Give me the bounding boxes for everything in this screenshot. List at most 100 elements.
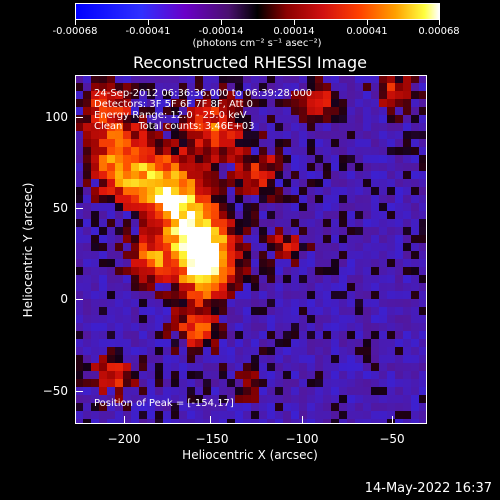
heatmap-cell <box>267 155 275 163</box>
heatmap-cell <box>419 227 427 235</box>
heatmap-cell <box>275 243 283 251</box>
heatmap-cell <box>283 147 291 155</box>
heatmap-cell <box>147 267 155 275</box>
heatmap-cell <box>307 315 315 323</box>
heatmap-cell <box>187 131 195 139</box>
heatmap-cell <box>339 371 347 379</box>
heatmap-cell <box>123 371 131 379</box>
heatmap-cell <box>235 115 243 123</box>
heatmap-cell <box>163 171 171 179</box>
heatmap-cell <box>419 195 427 203</box>
heatmap-cell <box>131 419 139 424</box>
heatmap-cell <box>139 347 147 355</box>
heatmap-cell <box>355 195 363 203</box>
heatmap-cell <box>75 259 83 267</box>
heatmap-cell <box>283 379 291 387</box>
heatmap-cell <box>203 379 211 387</box>
heatmap-cell <box>203 259 211 267</box>
heatmap-cell <box>211 131 219 139</box>
heatmap-cell <box>339 147 347 155</box>
heatmap-cell <box>419 211 427 219</box>
heatmap-cell <box>371 403 379 411</box>
heatmap-cell <box>83 155 91 163</box>
heatmap-cell <box>235 379 243 387</box>
heatmap-cell <box>379 379 387 387</box>
heatmap-cell <box>115 371 123 379</box>
heatmap-cell <box>291 211 299 219</box>
heatmap-cell <box>91 291 99 299</box>
heatmap-cell <box>179 227 187 235</box>
heatmap-cell <box>107 267 115 275</box>
heatmap-cell <box>171 323 179 331</box>
heatmap-cell <box>323 99 331 107</box>
heatmap-cell <box>259 171 267 179</box>
heatmap-cell <box>411 331 419 339</box>
heatmap-cell <box>227 291 235 299</box>
heatmap-cell <box>387 363 395 371</box>
heatmap-cell <box>147 75 155 83</box>
heatmap-cell <box>91 355 99 363</box>
heatmap-cell <box>395 363 403 371</box>
heatmap-cell <box>163 331 171 339</box>
heatmap-cell <box>371 315 379 323</box>
heatmap-cell <box>139 227 147 235</box>
heatmap-cell <box>363 371 371 379</box>
heatmap-cell <box>363 99 371 107</box>
heatmap-cell <box>419 203 427 211</box>
heatmap-cell <box>123 291 131 299</box>
heatmap-cell <box>115 211 123 219</box>
heatmap-cell <box>227 307 235 315</box>
heatmap-cell <box>179 91 187 99</box>
heatmap-cell <box>171 243 179 251</box>
heatmap-cell <box>339 83 347 91</box>
heatmap-cell <box>363 323 371 331</box>
heatmap-cell <box>115 235 123 243</box>
heatmap-cell <box>331 83 339 91</box>
heatmap-cell <box>195 323 203 331</box>
heatmap-cell <box>315 219 323 227</box>
heatmap-cell <box>195 299 203 307</box>
heatmap-cell <box>243 323 251 331</box>
heatmap-cell <box>275 187 283 195</box>
heatmap-cell <box>299 171 307 179</box>
heatmap-cell <box>243 107 251 115</box>
heatmap-cell <box>235 307 243 315</box>
heatmap-cell <box>275 83 283 91</box>
heatmap-cell <box>291 411 299 419</box>
heatmap-cell <box>299 379 307 387</box>
heatmap-cell <box>323 307 331 315</box>
heatmap-cell <box>115 115 123 123</box>
heatmap-cell <box>187 379 195 387</box>
heatmap-cell <box>75 123 83 131</box>
heatmap-cell <box>211 243 219 251</box>
heatmap-cell <box>123 259 131 267</box>
heatmap-cell <box>371 203 379 211</box>
heatmap-cell <box>243 235 251 243</box>
heatmap-cell <box>419 83 427 91</box>
heatmap-cell <box>235 75 243 83</box>
heatmap-cell <box>83 91 91 99</box>
heatmap-cell <box>123 267 131 275</box>
heatmap-cell <box>99 267 107 275</box>
heatmap-cell <box>419 243 427 251</box>
heatmap-cell <box>243 419 251 424</box>
heatmap-cell <box>379 187 387 195</box>
heatmap-image <box>75 75 427 424</box>
heatmap-cell <box>307 91 315 99</box>
heatmap-cell <box>243 115 251 123</box>
heatmap-cell <box>411 115 419 123</box>
heatmap-cell <box>251 259 259 267</box>
heatmap-cell <box>163 307 171 315</box>
heatmap-cell <box>315 171 323 179</box>
heatmap-cell <box>291 163 299 171</box>
heatmap-cell <box>371 283 379 291</box>
heatmap-cell <box>147 243 155 251</box>
heatmap-cell <box>251 179 259 187</box>
heatmap-cell <box>187 259 195 267</box>
heatmap-cell <box>179 371 187 379</box>
heatmap-cell <box>419 139 427 147</box>
heatmap-cell <box>83 331 91 339</box>
heatmap-cell <box>419 419 427 424</box>
heatmap-cell <box>387 339 395 347</box>
heatmap-cell <box>227 171 235 179</box>
